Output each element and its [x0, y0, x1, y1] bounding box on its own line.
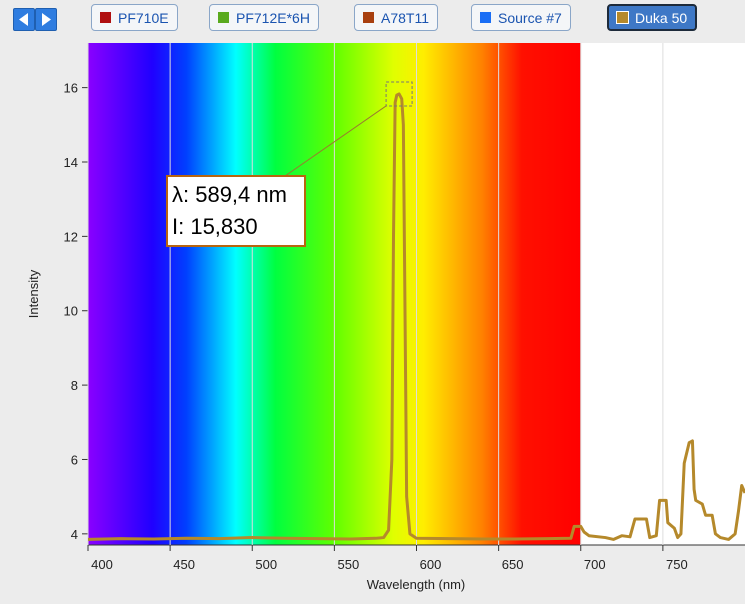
- legend-swatch: [100, 12, 111, 23]
- legend-button[interactable]: PF712E*6H: [209, 4, 319, 31]
- y-tick-label: 4: [71, 527, 78, 542]
- legend-label: A78T11: [381, 9, 429, 26]
- x-tick-label: 450: [173, 557, 195, 572]
- legend-button[interactable]: A78T11: [354, 4, 438, 31]
- tooltip-box: [166, 175, 306, 247]
- tooltip-wavelength: λ: 589,4 nm: [172, 182, 287, 207]
- y-tick-label: 10: [64, 304, 78, 319]
- legend-label: Duka 50: [635, 9, 688, 26]
- x-tick-label: 650: [502, 557, 524, 572]
- x-tick-label: 600: [420, 557, 442, 572]
- legend-button[interactable]: Duka 50: [607, 4, 698, 31]
- highlight-box: [385, 81, 413, 107]
- x-tick-label: 750: [666, 557, 688, 572]
- y-axis-label: Intensity: [26, 269, 41, 318]
- legend-swatch: [480, 12, 491, 23]
- legend-swatch: [616, 11, 629, 24]
- y-tick-label: 12: [64, 229, 78, 244]
- tooltip-intensity: I: 15,830: [172, 214, 258, 239]
- x-tick-label: 500: [255, 557, 277, 572]
- legend-button[interactable]: PF710E: [91, 4, 178, 31]
- y-tick-label: 16: [64, 81, 78, 96]
- legend-label: PF710E: [118, 9, 169, 26]
- series-line: [87, 92, 745, 541]
- next-button[interactable]: [35, 8, 57, 31]
- legend-swatch: [363, 12, 374, 23]
- y-tick-label: 8: [71, 378, 78, 393]
- x-tick-label: 700: [584, 557, 606, 572]
- x-tick-label: 550: [338, 557, 360, 572]
- annotation-leader: [284, 105, 387, 177]
- x-axis-label: Wavelength (nm): [367, 577, 466, 592]
- x-tick-label: 400: [91, 557, 113, 572]
- legend-swatch: [218, 12, 229, 23]
- legend-label: Source #7: [498, 9, 562, 26]
- legend-label: PF712E*6H: [236, 9, 310, 26]
- y-tick-label: 6: [71, 452, 78, 467]
- legend-button[interactable]: Source #7: [471, 4, 571, 31]
- y-tick-label: 14: [64, 155, 78, 170]
- prev-button[interactable]: [13, 8, 35, 31]
